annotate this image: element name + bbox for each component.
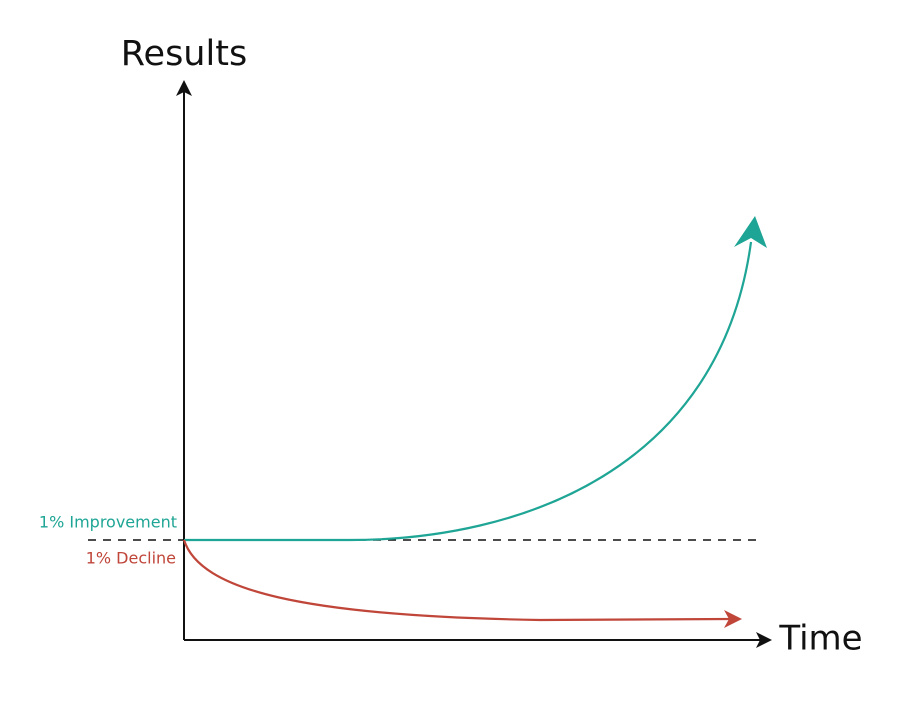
y-axis-label: Results bbox=[121, 34, 247, 74]
improvement-curve bbox=[184, 241, 753, 542]
x-axis-arrow bbox=[756, 632, 772, 648]
decline-label: 1% Decline bbox=[86, 549, 176, 568]
x-axis-label: Time bbox=[778, 619, 862, 659]
decline-curve bbox=[182, 539, 731, 622]
improvement-label: 1% Improvement bbox=[39, 513, 177, 532]
y-axis-arrow bbox=[176, 80, 192, 96]
improvement-arrow bbox=[734, 216, 767, 248]
decline-arrow bbox=[724, 610, 742, 628]
